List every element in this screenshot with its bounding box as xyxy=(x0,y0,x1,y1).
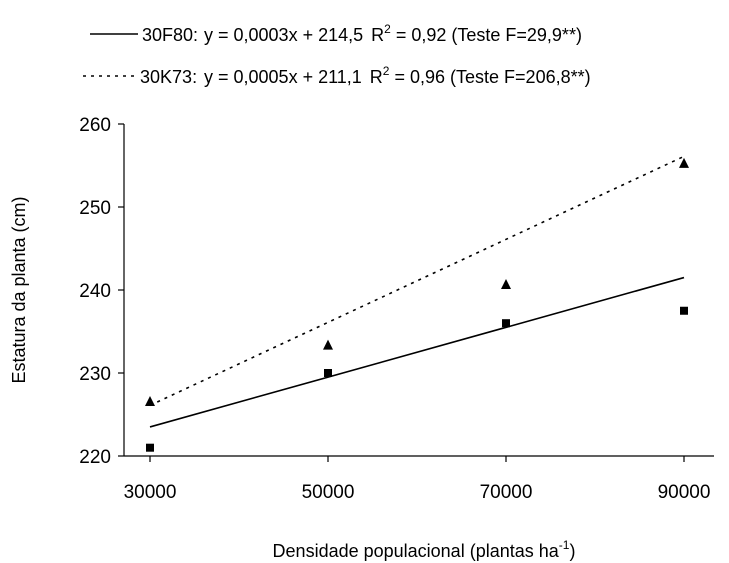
legend-equation-30f80: y = 0,0003x + 214,5 R2 = 0,92 (Teste F=29… xyxy=(204,22,582,45)
x-tick-label: 90000 xyxy=(658,482,711,503)
point-30f80 xyxy=(502,319,510,328)
legend-entry-30k73: 30K73: y = 0,0005x + 211,1 R2 = 0,96 (Tes… xyxy=(83,64,591,87)
y-tick-label: 240 xyxy=(79,281,111,302)
x-tick-label: 50000 xyxy=(302,482,355,503)
y-ticks: 220 230 240 250 260 xyxy=(79,115,124,468)
point-30k73 xyxy=(323,339,333,350)
legend-label-30k73: 30K73: xyxy=(140,67,197,87)
point-30k73 xyxy=(145,396,155,407)
legend-label-30f80: 30F80: xyxy=(142,25,198,45)
y-tick-label: 220 xyxy=(79,447,111,468)
x-axis-title: Densidade populacional (plantas ha-1) xyxy=(273,538,576,561)
trend-line-30f80 xyxy=(149,276,685,428)
trend-lines xyxy=(149,155,685,428)
x-tick-label: 30000 xyxy=(124,482,177,503)
data-markers xyxy=(145,157,689,452)
x-ticks: 30000 50000 70000 90000 xyxy=(124,456,711,503)
x-tick-label: 70000 xyxy=(480,482,533,503)
y-tick-label: 260 xyxy=(79,115,111,136)
point-30k73 xyxy=(501,279,511,290)
y-axis-title: Estatura da planta (cm) xyxy=(9,196,29,383)
y-tick-label: 230 xyxy=(79,364,111,385)
y-tick-label: 250 xyxy=(79,198,111,219)
point-30k73 xyxy=(679,157,689,168)
trend-line-30k73 xyxy=(149,155,685,407)
point-30f80 xyxy=(324,369,332,377)
legend-equation-30k73: y = 0,0005x + 211,1 R2 = 0,96 (Teste F=20… xyxy=(204,64,591,87)
legend-entry-30f80: 30F80: y = 0,0003x + 214,5 R2 = 0,92 (Tes… xyxy=(90,22,582,45)
point-30f80 xyxy=(680,306,688,315)
legend: 30F80: y = 0,0003x + 214,5 R2 = 0,92 (Tes… xyxy=(83,22,591,87)
point-30f80 xyxy=(146,443,154,452)
